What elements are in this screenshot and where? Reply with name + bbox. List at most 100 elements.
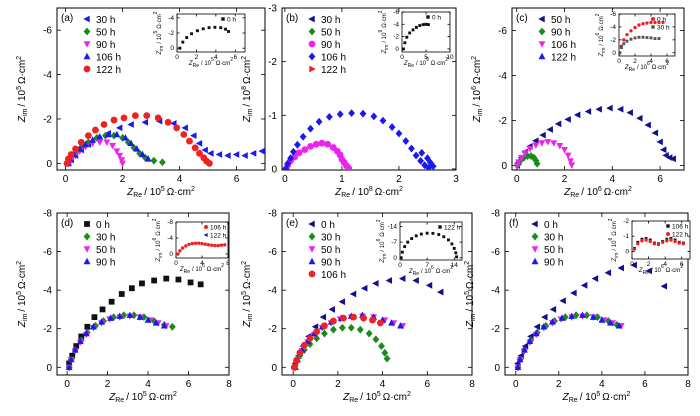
x-tick-label: 0	[513, 379, 519, 390]
data-point	[318, 139, 326, 147]
data-point	[91, 314, 98, 321]
data-point	[131, 112, 139, 120]
legend-marker	[538, 41, 546, 48]
inset-point	[219, 26, 223, 30]
data-point	[598, 316, 606, 323]
inset-point	[418, 24, 422, 27]
legend-marker	[538, 15, 545, 23]
data-point	[136, 313, 144, 320]
x-tick-label: 0	[175, 54, 179, 61]
legend-label: 0 h	[96, 220, 110, 231]
data-point	[398, 275, 406, 282]
y-tick-label: 0	[170, 45, 174, 52]
data-point	[119, 133, 126, 142]
data-point	[108, 298, 115, 305]
inset-legend-label: 122 h	[444, 225, 461, 232]
legend-label: 0 h	[544, 220, 558, 231]
x-tick-label: 4	[380, 379, 386, 390]
y-axis-title: Zim/ 106Ω·cm2	[471, 56, 484, 123]
data-point	[290, 147, 297, 156]
data-point	[190, 132, 197, 140]
inset-point	[403, 245, 407, 249]
inset-legend-marker	[666, 224, 670, 228]
data-point	[573, 111, 581, 119]
data-point	[307, 142, 314, 150]
panel-label: (d)	[61, 218, 73, 229]
inset-point	[190, 32, 194, 36]
data-point	[583, 311, 591, 320]
data-point	[293, 357, 300, 364]
y-tick-label: -2	[268, 57, 277, 68]
inset-point	[619, 46, 623, 50]
data-point	[564, 152, 572, 160]
data-point	[207, 149, 214, 157]
data-point	[604, 269, 612, 277]
data-point	[241, 152, 248, 159]
inset-point	[633, 25, 637, 30]
data-point	[128, 285, 135, 292]
data-point	[116, 312, 124, 319]
y-tick-label: 0	[271, 363, 277, 374]
inset-point	[410, 237, 414, 240]
x-tick-label: 2	[556, 379, 562, 390]
data-point	[139, 280, 145, 287]
inset-point	[193, 241, 198, 245]
y-tick-label: -2	[623, 218, 629, 225]
data-point	[84, 132, 92, 140]
data-point	[521, 342, 529, 350]
inset-legend-marker	[204, 225, 208, 229]
data-point	[518, 154, 525, 162]
x-tick-label: 7	[425, 262, 429, 269]
y-tick-label: 0	[612, 50, 616, 57]
x-tick-label: 6	[657, 174, 663, 185]
inset-point	[431, 231, 435, 235]
data-point	[412, 151, 420, 160]
data-point	[617, 264, 624, 272]
inset-point	[673, 239, 677, 244]
x-tick-label: 0	[290, 379, 296, 390]
data-point	[290, 363, 298, 371]
x-tick-label: 2	[647, 261, 651, 268]
legend-label: 90 h	[551, 28, 570, 39]
data-point	[356, 325, 364, 334]
panel-label: (f)	[509, 218, 518, 229]
data-point	[206, 159, 213, 167]
y-tick-label: -6	[43, 247, 52, 258]
inset-point	[442, 235, 446, 239]
legend-label: 50 h	[96, 245, 115, 256]
inset-point	[405, 35, 409, 39]
data-point	[110, 116, 118, 124]
data-point	[126, 311, 134, 318]
y-tick-label: -4	[610, 24, 616, 31]
data-point	[82, 329, 90, 337]
data-point	[559, 297, 566, 305]
y-tick-label: -4	[498, 71, 507, 82]
inset-point	[625, 39, 629, 43]
data-point	[175, 276, 182, 283]
inset-markers	[400, 231, 459, 260]
data-point	[544, 139, 552, 146]
inset-point	[406, 240, 410, 244]
y-tick-label: -6	[498, 26, 507, 37]
data-point	[591, 275, 599, 282]
data-point	[336, 110, 344, 119]
inset-point	[665, 239, 669, 243]
x-tick-label: 4	[200, 260, 204, 267]
inset-point	[421, 23, 425, 27]
y-tick-label: 0	[46, 159, 52, 170]
data-point	[660, 282, 668, 290]
x-tick-label: 5	[424, 54, 428, 61]
data-point	[321, 322, 328, 330]
data-point	[224, 152, 231, 159]
inset-point	[641, 21, 645, 26]
legend-marker	[83, 232, 91, 241]
data-point	[669, 155, 676, 163]
y-tick-label: 0	[271, 164, 277, 175]
data-point	[113, 148, 121, 155]
inset-point	[187, 242, 191, 247]
legend-marker	[308, 40, 316, 48]
inset-point	[207, 26, 211, 30]
y-tick-label: -2	[43, 324, 52, 335]
inset-point	[223, 243, 227, 247]
